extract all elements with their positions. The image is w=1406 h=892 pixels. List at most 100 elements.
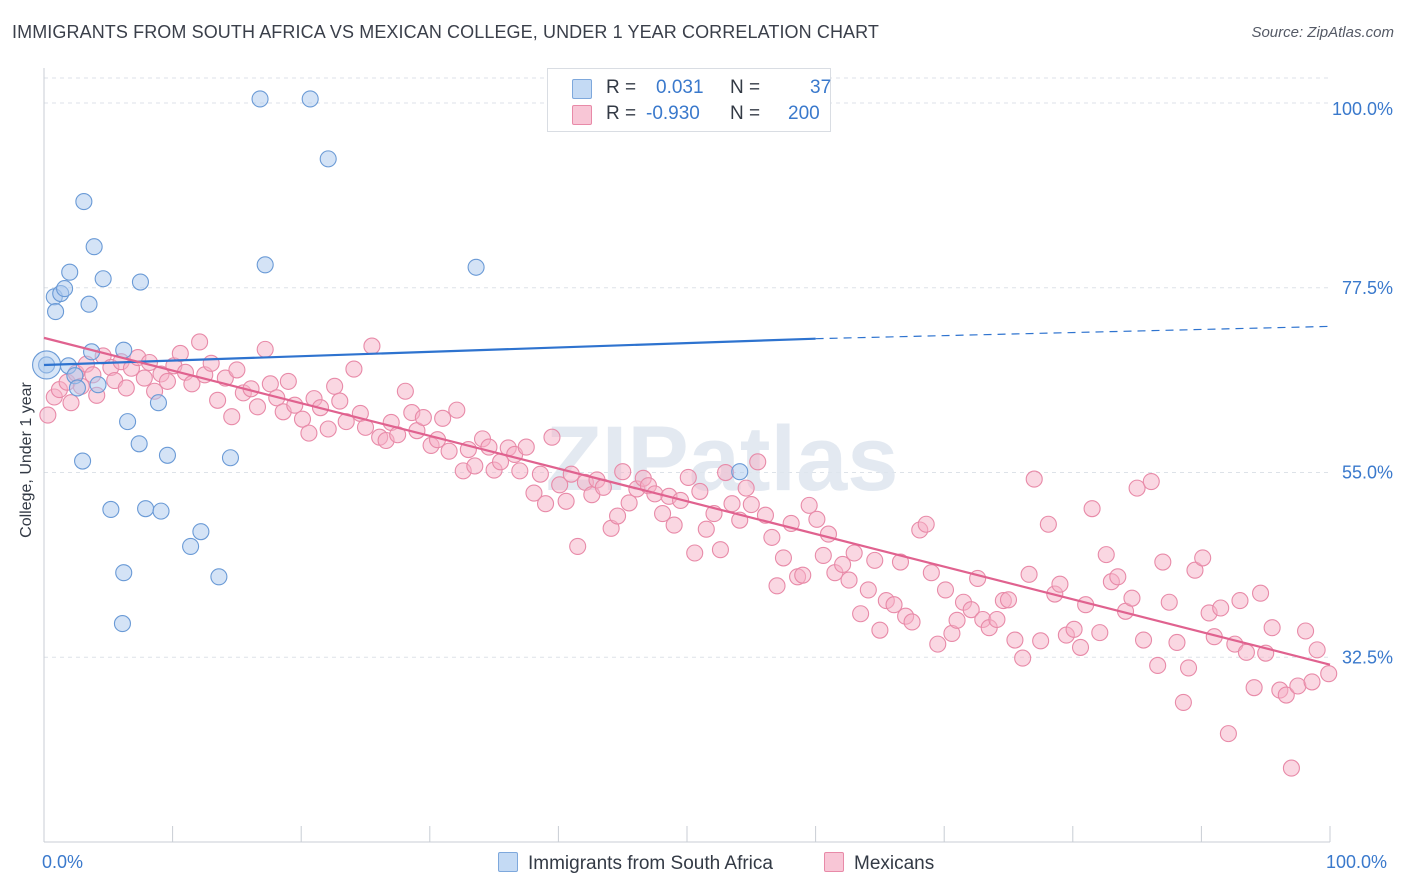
mexicans-point-155 (1020, 565, 1038, 583)
legend-n-label: N = (730, 103, 761, 124)
trend-line-south-africa-extension (815, 325, 1331, 340)
mexicans-point-137 (903, 613, 921, 631)
mexicans-point-197 (1289, 677, 1307, 695)
mexicans-point-93 (620, 494, 638, 512)
x-tick-label-min: 0.0% (42, 852, 84, 872)
mexicans-point-100 (665, 516, 683, 534)
mexicans-point-116 (768, 577, 786, 595)
mexicans-point-103 (686, 544, 704, 562)
south-africa-point-16 (102, 500, 120, 519)
mexicans-point-195 (1277, 686, 1295, 704)
mexicans-point-163 (1071, 638, 1090, 656)
mexicans-point-31 (223, 408, 241, 426)
mexicans-point-132 (871, 621, 889, 639)
y-tick-label-2: 77.5% (1342, 278, 1393, 298)
south-africa-point-8 (68, 379, 86, 397)
x-tick-label-max: 100.0% (1326, 852, 1388, 872)
correlation-legend: R = 0.031 N = 37 R = -0.930 N = 200 (547, 68, 831, 132)
mexicans-point-157 (1032, 632, 1050, 650)
mexicans-point-142 (936, 581, 955, 599)
mexicans-point-79 (531, 465, 549, 483)
mexicans-point-156 (1025, 470, 1043, 488)
south-africa-point-30 (113, 615, 131, 633)
south-africa-point-24 (158, 446, 177, 464)
mexicans-point-127 (840, 571, 858, 589)
mexicans-point-140 (922, 564, 940, 582)
mexicans-point-152 (999, 591, 1018, 609)
south-africa-point-27 (221, 449, 240, 467)
mexicans-point-109 (723, 495, 741, 513)
mexicans-point-129 (852, 605, 870, 623)
chart-source: Source: ZipAtlas.com (1251, 24, 1394, 41)
mexicans-point-82 (551, 476, 569, 494)
south-africa-point-18 (131, 273, 149, 291)
axes (43, 68, 1331, 843)
bottom-legend-swatch-mexicans (824, 852, 844, 872)
south-africa-point-31 (251, 90, 269, 108)
legend-n-label: N = (730, 77, 761, 98)
mexicans-point-173 (1134, 631, 1153, 649)
mexicans-point-190 (1245, 679, 1263, 697)
mexicans-point-169 (1109, 568, 1127, 586)
mexicans-point-167 (1097, 546, 1115, 564)
mexicans-point-175 (1149, 656, 1167, 675)
bottom-legend-label-mexicans: Mexicans (854, 853, 935, 874)
south-africa-point-33 (319, 150, 337, 168)
points-mexicans (39, 333, 1338, 777)
mexicans-point-162 (1065, 620, 1083, 638)
mexicans-point-135 (891, 553, 910, 571)
mexicans-point-21 (158, 372, 177, 390)
mexicans-point-14 (117, 379, 135, 397)
mexicans-point-123 (814, 546, 832, 565)
mexicans-point-188 (1231, 592, 1249, 610)
mexicans-point-69 (466, 457, 484, 475)
mexicans-point-111 (737, 479, 755, 497)
bottom-legend-swatch-south-africa (498, 852, 518, 872)
mexicans-point-92 (614, 463, 632, 481)
mexicans-point-105 (697, 520, 715, 538)
mexicans-point-153 (1006, 631, 1024, 649)
mexicans-point-43 (300, 424, 318, 442)
legend-r-value-south-africa: 0.031 (656, 77, 704, 98)
south-africa-point-13 (89, 376, 107, 394)
mexicans-point-139 (917, 515, 935, 533)
mexicans-point-141 (929, 635, 947, 653)
legend-n-value-mexicans: 200 (788, 103, 820, 124)
y-tick-label-0: 32.5% (1342, 647, 1393, 667)
mexicans-point-134 (885, 596, 903, 614)
mexicans-point-4 (62, 394, 80, 412)
mexicans-point-46 (319, 420, 337, 438)
mexicans-point-120 (794, 566, 812, 584)
mexicans-point-32 (228, 361, 246, 379)
mexicans-point-126 (834, 555, 852, 574)
mexicans-point-91 (609, 507, 627, 525)
mexicans-point-29 (209, 391, 227, 409)
mexicans-point-191 (1252, 584, 1270, 602)
mexicans-point-178 (1168, 633, 1186, 652)
mexicans-point-83 (557, 492, 575, 510)
south-africa-point-21 (137, 500, 155, 518)
south-africa-point-22 (149, 394, 168, 412)
mexicans-point-174 (1142, 473, 1160, 491)
mexicans-point-158 (1039, 515, 1057, 533)
mexicans-point-121 (800, 496, 818, 514)
mexicans-point-201 (1320, 665, 1338, 683)
mexicans-point-77 (517, 438, 535, 456)
mexicans-point-166 (1091, 624, 1109, 642)
mexicans-point-171 (1123, 589, 1141, 607)
south-africa-point-20 (130, 435, 148, 453)
south-africa-point-34 (256, 256, 274, 274)
mexicans-point-107 (711, 541, 729, 559)
mexicans-point-17 (135, 369, 153, 387)
mexicans-point-28 (202, 354, 220, 372)
mexicans-point-144 (948, 611, 966, 629)
mexicans-point-117 (774, 549, 793, 567)
mexicans-point-37 (261, 375, 279, 393)
south-africa-point-28 (210, 568, 228, 586)
south-africa-point-2 (47, 303, 65, 321)
mexicans-point-179 (1174, 693, 1192, 711)
trend-line-south-africa (43, 337, 816, 367)
mexicans-point-160 (1051, 575, 1069, 593)
y-tick-label-3: 100.0% (1332, 99, 1393, 119)
